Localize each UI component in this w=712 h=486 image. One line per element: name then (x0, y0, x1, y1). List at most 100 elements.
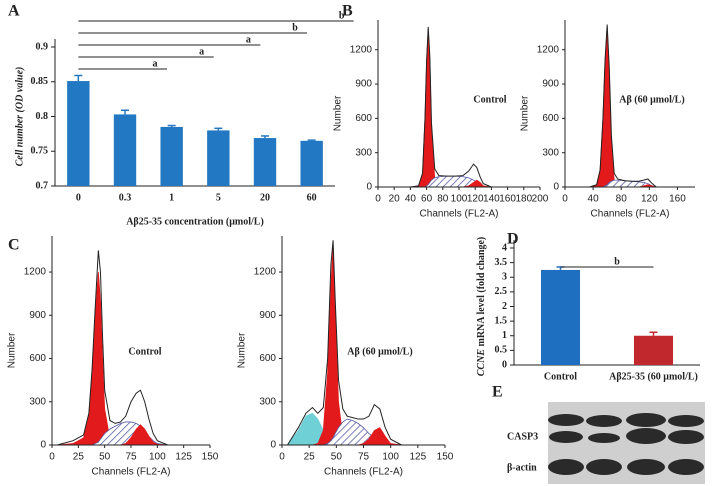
blot-bands (548, 413, 704, 475)
y-tick-label: 2.5 (495, 286, 508, 297)
y-tick-label: 600 (259, 353, 276, 364)
y-tick-label: 300 (355, 147, 372, 158)
x-tick-label: Aβ25-35 (60 μmol/L) (609, 371, 698, 382)
x-axis-label: Channels (FL2-A) (92, 467, 171, 478)
panel-letter: A (8, 3, 20, 20)
x-tick-label: 25 (73, 452, 85, 463)
y-tick-label: 1200 (24, 267, 47, 278)
x-tick-label: 160 (669, 194, 686, 205)
histogram-line (57, 250, 169, 446)
bar (540, 269, 581, 365)
y-axis-label: Number (7, 332, 18, 368)
significance-label: b (339, 10, 345, 21)
x-tick-label: 150 (202, 452, 219, 463)
y-tick-label: 1 (502, 330, 507, 341)
x-tick-label: 125 (175, 452, 192, 463)
x-tick-label: 100 (149, 452, 166, 463)
x-tick-label: 25 (304, 452, 316, 463)
x-tick-label: 60 (307, 192, 317, 203)
bar (207, 130, 230, 186)
x-tick-label: 20 (260, 192, 270, 203)
x-axis-label: Channels (FL2-A) (420, 209, 499, 220)
y-axis-label: CCNE mRNA level (fold change) (476, 237, 487, 376)
x-tick-label: 150 (437, 452, 454, 463)
y-tick-label: 0.5 (495, 345, 508, 356)
x-tick-label: 20 (389, 194, 401, 205)
bar (633, 335, 674, 365)
panel-letter: D (507, 231, 519, 248)
annotation: Control (128, 346, 161, 357)
y-tick-label: 900 (355, 79, 372, 90)
x-tick-label: 60 (421, 194, 433, 205)
x-tick-label: 100 (382, 452, 399, 463)
significance-label: a (246, 34, 251, 45)
x-tick-label: 0.3 (119, 192, 132, 203)
significance-label: b (614, 256, 620, 267)
significance-label: a (153, 58, 158, 69)
annotation: Aβ (60 μmol/L) (619, 94, 684, 105)
y-tick-label: 600 (542, 113, 559, 124)
x-tick-label: 200 (532, 194, 549, 205)
histogram-line (589, 24, 657, 188)
annotation: Aβ (60 μmol/L) (347, 346, 412, 357)
blot-panel: E CASP3 β-actin (492, 384, 705, 484)
y-tick-label: 0 (366, 182, 372, 193)
y-axis-label: Number (333, 95, 344, 131)
x-tick-label: 1 (169, 192, 174, 203)
x-tick-label: 0 (279, 452, 285, 463)
y-tick-label: 900 (259, 310, 276, 321)
y-tick-label: 600 (29, 353, 46, 364)
bar (113, 114, 137, 186)
y-tick-label: 3.5 (495, 257, 508, 268)
x-tick-label: 40 (405, 194, 417, 205)
x-tick-label: 0 (375, 194, 381, 205)
y-tick-label: 0.75 (31, 146, 49, 157)
y-tick-label: 300 (542, 147, 559, 158)
y-tick-label: 900 (29, 310, 46, 321)
panel-letter: B (342, 3, 353, 20)
x-tick-label: 80 (437, 194, 449, 205)
x-tick-label: 50 (331, 452, 343, 463)
y-tick-label: 0.85 (31, 76, 49, 87)
x-tick-label: 0 (76, 192, 81, 203)
y-tick-label: 1200 (350, 44, 373, 55)
y-tick-label: 300 (259, 396, 276, 407)
annotation: Control (473, 94, 506, 105)
y-tick-label: 0 (40, 440, 46, 451)
x-axis-label: Channels (FL2-A) (591, 209, 670, 220)
x-tick-label: 120 (641, 194, 658, 205)
y-axis-label: Cell number (OD value) (14, 67, 25, 167)
x-tick-label: 5 (216, 192, 221, 203)
y-axis-label-part: CCNE (476, 349, 487, 377)
y-tick-label: 0.8 (36, 111, 49, 122)
x-tick-label: 120 (467, 194, 484, 205)
x-tick-label: 180 (515, 194, 532, 205)
x-tick-label: 75 (125, 452, 137, 463)
x-axis-label: Channels (FL2-A) (324, 467, 403, 478)
y-tick-label: 2 (502, 301, 507, 312)
y-axis-label: Number (520, 95, 531, 131)
y-tick-label: 1200 (537, 44, 560, 55)
histogram-line (287, 240, 402, 446)
y-tick-label: 3 (502, 272, 507, 283)
y-tick-label: 600 (355, 113, 372, 124)
x-tick-label: Control (544, 371, 577, 382)
x-tick-label: 80 (616, 194, 628, 205)
y-axis-label-part: mRNA level (fold change) (476, 237, 487, 349)
significance-label: a (199, 46, 204, 57)
y-axis-label: Number (237, 332, 248, 368)
x-axis-label: Aβ25-35 concentration (μmol/L) (126, 216, 264, 227)
y-tick-label: 0.7 (36, 180, 49, 191)
x-tick-label: 140 (483, 194, 500, 205)
y-tick-label: 900 (542, 79, 559, 90)
blot-row-label: CASP3 (507, 431, 538, 442)
y-tick-label: 0.9 (36, 41, 49, 52)
x-tick-label: 75 (358, 452, 370, 463)
histogram-area (57, 272, 168, 446)
x-tick-label: 0 (49, 452, 55, 463)
y-tick-label: 4 (502, 242, 507, 253)
x-tick-label: 100 (451, 194, 468, 205)
y-tick-label: 1.5 (495, 315, 508, 326)
x-tick-label: 50 (99, 452, 111, 463)
x-tick-label: 125 (409, 452, 426, 463)
